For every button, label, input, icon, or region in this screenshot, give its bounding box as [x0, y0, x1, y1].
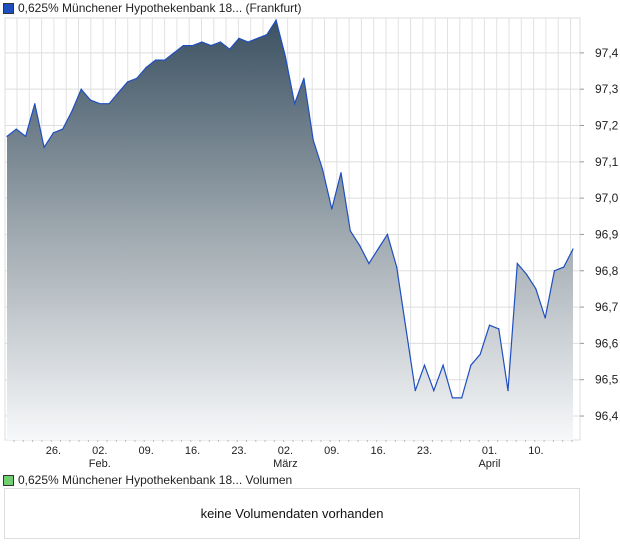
data-point — [321, 168, 324, 170]
data-point — [238, 37, 240, 39]
data-point — [15, 128, 17, 130]
data-point — [117, 92, 119, 94]
data-point — [442, 364, 444, 366]
data-point — [294, 103, 296, 105]
data-point — [572, 248, 574, 250]
data-point — [275, 19, 277, 21]
data-point — [182, 45, 184, 47]
data-point — [433, 390, 435, 392]
data-point — [229, 48, 231, 50]
data-point — [80, 88, 82, 90]
data-point — [52, 132, 54, 134]
price-legend-label: 0,625% Münchener Hypothekenbank 18... (F… — [18, 1, 302, 15]
data-point — [24, 135, 27, 137]
volume-legend-label: 0,625% Münchener Hypothekenbank 18... Vo… — [18, 473, 293, 487]
data-point — [451, 397, 453, 399]
x-month-label: April — [478, 458, 500, 470]
x-month-label: März — [273, 458, 297, 470]
x-tick-label: 16. — [185, 445, 200, 457]
data-point — [34, 103, 36, 105]
x-tick-label: 02. — [92, 445, 107, 457]
data-point — [498, 328, 500, 330]
data-point — [256, 37, 259, 39]
data-point — [507, 390, 509, 392]
x-tick-label: 02. — [278, 445, 293, 457]
data-point — [358, 244, 361, 246]
data-point — [173, 52, 175, 54]
volume-legend-swatch — [3, 474, 14, 486]
price-chart: 97,4 97,3 97,2 97,1 97,0 96,9 96,8 96,7 96,6 96,5… — [4, 17, 619, 470]
x-tick-label: 23. — [231, 445, 246, 457]
y-tick-label: 96,8 — [595, 264, 619, 278]
data-point — [71, 110, 73, 112]
y-tick-label: 96,9 — [595, 227, 619, 241]
x-tick-label: 23. — [417, 445, 432, 457]
data-point — [544, 317, 546, 319]
y-tick-label: 97,4 — [595, 46, 619, 60]
data-point — [526, 273, 528, 275]
y-tick-label: 97,1 — [595, 155, 619, 169]
data-point — [99, 103, 101, 105]
volume-panel: keine Volumendaten vorhanden — [4, 488, 580, 539]
price-legend: 0,625% Münchener Hypothekenbank 18... (F… — [3, 1, 302, 15]
data-point — [164, 59, 166, 61]
data-point — [414, 390, 416, 392]
x-tick-label: 16. — [370, 445, 385, 457]
x-tick-label: 10. — [528, 445, 543, 457]
x-tick-label: 01. — [482, 445, 497, 457]
data-point — [201, 41, 203, 43]
data-point — [89, 99, 92, 101]
y-tick-label: 96,7 — [595, 300, 619, 314]
data-point — [62, 128, 64, 130]
data-point — [368, 262, 370, 265]
data-point — [553, 270, 556, 272]
y-tick-label: 97,0 — [595, 191, 619, 205]
data-point — [331, 208, 333, 210]
data-point — [349, 230, 351, 232]
y-tick-label: 96,4 — [595, 409, 619, 423]
data-point — [108, 103, 110, 105]
y-tick-label: 97,3 — [595, 82, 619, 96]
data-point — [145, 66, 147, 68]
data-point — [191, 45, 194, 47]
data-point — [210, 45, 212, 47]
data-point — [470, 364, 472, 366]
data-point — [405, 328, 407, 330]
data-point — [461, 397, 463, 399]
y-tick-label: 97,2 — [595, 118, 619, 132]
price-legend-swatch — [3, 2, 14, 14]
data-point — [6, 135, 8, 137]
price-area-fill — [7, 20, 573, 440]
x-month-label: Feb. — [89, 458, 111, 470]
data-point — [43, 146, 45, 148]
data-point — [386, 233, 389, 236]
volume-empty-message: keine Volumendaten vorhanden — [200, 506, 384, 521]
data-point — [516, 262, 518, 265]
data-point — [247, 41, 249, 43]
data-point — [303, 77, 305, 79]
data-point — [340, 172, 342, 174]
x-tick-label: 26. — [46, 445, 61, 457]
y-tick-label: 96,6 — [595, 336, 619, 350]
data-point — [127, 81, 129, 83]
data-point — [154, 59, 157, 61]
data-point — [312, 139, 314, 141]
data-point — [284, 55, 286, 58]
price-line — [6, 18, 574, 399]
data-point — [396, 266, 398, 268]
y-tick-label: 96,5 — [595, 373, 619, 387]
volume-legend: 0,625% Münchener Hypothekenbank 18... Vo… — [3, 473, 292, 487]
x-tick-label: 09. — [139, 445, 154, 457]
data-point — [136, 77, 138, 79]
data-point — [535, 288, 537, 290]
data-point — [266, 34, 268, 36]
data-point — [377, 248, 379, 250]
data-point — [488, 324, 491, 326]
data-point — [423, 364, 426, 366]
data-point — [219, 41, 222, 43]
data-point — [479, 353, 481, 355]
data-point — [563, 266, 565, 268]
x-tick-label: 09. — [324, 445, 339, 457]
